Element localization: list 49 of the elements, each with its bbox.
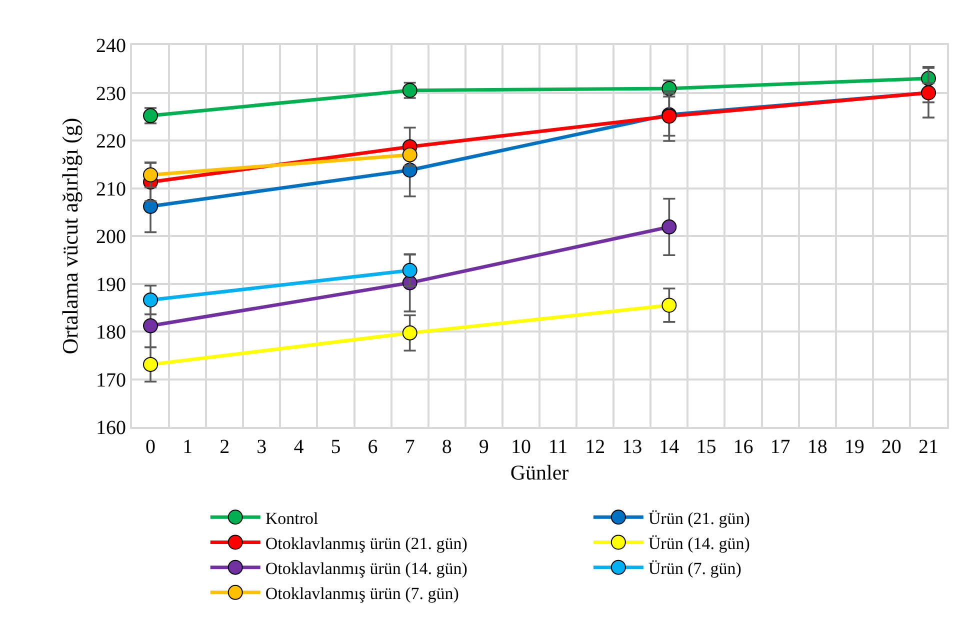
point	[402, 147, 418, 162]
x-tick-label: 9	[478, 436, 489, 458]
y-tick-label: 170	[96, 369, 126, 392]
point	[143, 318, 158, 334]
legend-label: Ürün (7. gün)	[648, 558, 742, 578]
legend-label: Otoklavlanmış ürün (7. gün)	[265, 584, 459, 604]
y-tick-label: 230	[96, 82, 126, 105]
x-tick-label: 19	[844, 436, 864, 458]
x-tick-label: 1	[182, 436, 193, 458]
x-tick-label: 18	[807, 436, 828, 458]
legend-label: Ürün (21. gün)	[648, 508, 750, 528]
x-tick-label: 16	[733, 436, 754, 458]
y-tick-label: 240	[96, 35, 126, 57]
x-tick-label: 17	[770, 436, 790, 458]
point	[402, 325, 418, 340]
legend-label: Otoklavlanmış ürün (14. gün)	[265, 558, 468, 578]
y-axis-title: Ortalama vücut ağırlığı (g)	[57, 118, 82, 354]
y-tick-label: 210	[96, 178, 126, 200]
point	[143, 356, 158, 372]
x-tick-label: 14	[659, 436, 680, 458]
x-tick-label: 8	[442, 436, 452, 458]
x-tick-label: 4	[294, 436, 304, 458]
point	[402, 262, 418, 278]
y-tick-label: 180	[96, 322, 126, 344]
point	[143, 292, 158, 308]
x-tick-label: 2	[220, 436, 230, 458]
x-tick-label: 5	[330, 436, 341, 458]
x-tick-label: 15	[696, 436, 716, 458]
legend-label: Ürün (14. gün)	[648, 534, 750, 553]
y-tick-label: 160	[96, 417, 126, 439]
point	[143, 167, 158, 182]
x-tick-label: 7	[404, 436, 415, 458]
x-tick-label: 6	[368, 436, 378, 458]
point	[662, 219, 677, 234]
x-axis-title: Günler	[510, 460, 569, 485]
point	[662, 298, 677, 313]
y-tick-label: 190	[96, 274, 126, 296]
x-tick-label: 0	[146, 436, 156, 458]
y-tick-label: 200	[96, 226, 126, 248]
y-tick-label: 220	[96, 130, 126, 152]
legend-label: Kontrol	[265, 508, 319, 528]
x-tick-label: 11	[548, 436, 568, 458]
x-tick-label: 3	[256, 436, 267, 458]
x-tick-label: 13	[622, 436, 642, 458]
x-tick-label: 10	[510, 436, 531, 458]
x-tick-label: 21	[918, 436, 938, 458]
legend-label: Otoklavlanmış ürün (21. gün)	[265, 534, 468, 553]
x-tick-label: 20	[881, 436, 902, 458]
x-tick-label: 12	[585, 436, 606, 458]
